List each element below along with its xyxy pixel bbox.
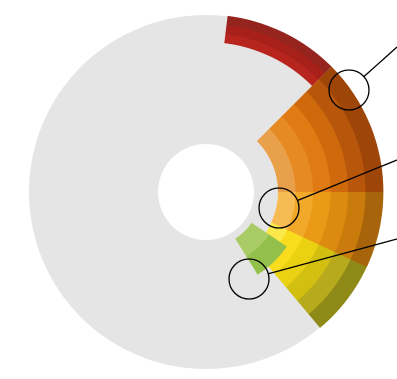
orange-sector-band-1: [256, 128, 296, 192]
orange-sector-band-5: [306, 78, 366, 192]
amber-sector-band-1: [271, 192, 296, 230]
orange-sector-band-3: [281, 103, 331, 192]
center-hole-layer: [158, 144, 254, 240]
red-arc-band-1: [224, 33, 319, 86]
callout-1-leader-line: [363, 46, 397, 78]
callout-2: [258, 159, 397, 229]
callout-3: [228, 238, 397, 300]
green-sector-band-2: [246, 234, 287, 275]
callout-2-circle: [258, 187, 300, 229]
callout-3-leader-line: [268, 238, 397, 275]
amber-sector: [271, 192, 384, 267]
green-sector: [235, 222, 287, 275]
amber-sector-band-2: [287, 192, 314, 238]
amber-sector-band-6: [350, 192, 384, 267]
center-hole: [158, 144, 254, 240]
orange-sector-band-4: [294, 91, 349, 192]
amber-sector-band-5: [334, 192, 366, 260]
amber-sector-band-3: [302, 192, 331, 245]
orange-sector: [256, 66, 384, 192]
red-arc-band-3: [226, 15, 332, 74]
red-arc-band-2: [225, 24, 326, 80]
orange-sector-band-6: [318, 66, 384, 192]
callout-2-leader-line: [297, 159, 397, 202]
red-arc: [224, 15, 332, 86]
callouts-layer: [228, 46, 397, 300]
callout-1: [328, 46, 397, 111]
callout-1-circle: [328, 69, 370, 111]
orange-sector-band-2: [269, 116, 314, 192]
callout-3-circle: [228, 258, 270, 300]
green-sector-band-1: [235, 222, 270, 257]
